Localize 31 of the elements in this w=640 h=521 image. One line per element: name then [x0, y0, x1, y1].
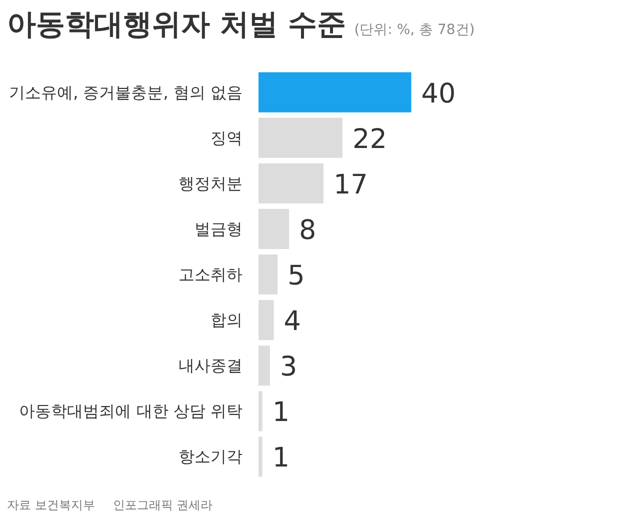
- data-label: 1: [272, 397, 290, 428]
- text: 인포그래픽 권세라: [112, 498, 213, 512]
- data-label: 17: [333, 169, 368, 200]
- data-label: 1: [272, 442, 290, 474]
- bar: [258, 118, 343, 158]
- data-label: 8: [299, 214, 316, 246]
- y-tick-label: 항소기각: [178, 447, 242, 466]
- bar: [258, 72, 412, 112]
- data-label: 5: [288, 260, 305, 292]
- y-tick-label: 징역: [210, 128, 242, 148]
- bar: [258, 391, 262, 432]
- y-tick-label: 벌금형: [194, 219, 242, 238]
- bar: [258, 163, 324, 204]
- data-label: 4: [284, 306, 301, 338]
- data-label: 22: [352, 124, 387, 155]
- bar: [258, 254, 278, 295]
- bar: [258, 300, 274, 340]
- data-label: 3: [280, 352, 298, 383]
- y-tick-label: 아동학대범죄에 대한 상담 위탁: [19, 402, 243, 421]
- bar: [258, 208, 290, 249]
- chart-subtitle: (단위: %, 총 78건): [354, 22, 475, 38]
- y-tick-label: 행정처분: [178, 174, 242, 193]
- data-label: 40: [421, 78, 456, 110]
- text: 자료 보건복지부: [7, 498, 95, 512]
- y-tick-label: 기소유예, 증거불충분, 혐의 없음: [9, 82, 243, 102]
- y-tick-label: 합의: [210, 310, 242, 330]
- y-tick-label: 내사종결: [178, 356, 242, 376]
- chart-title: 아동학대행위자 처벌 수준: [7, 7, 346, 41]
- bar: [258, 346, 270, 386]
- bar: [258, 436, 262, 477]
- y-tick-label: 고소취하: [178, 265, 242, 284]
